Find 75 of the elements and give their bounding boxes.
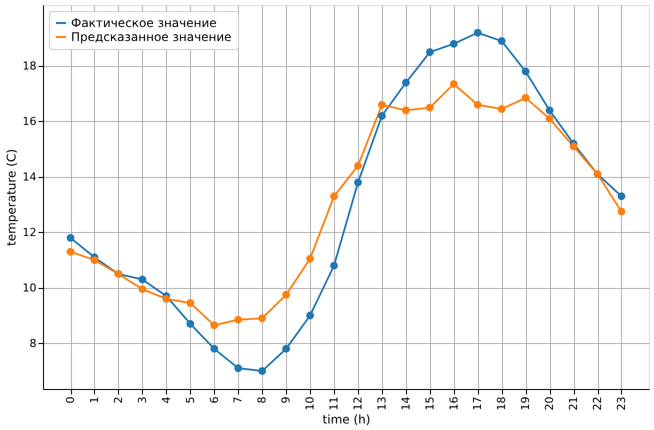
x-tick-label: 10 (304, 396, 317, 410)
point (618, 192, 626, 200)
point (282, 290, 290, 299)
y-tick-label: 14 (22, 170, 36, 184)
point (210, 321, 218, 330)
point (90, 256, 98, 264)
x-tick-label: 7 (232, 396, 245, 404)
point (474, 100, 482, 109)
point (498, 105, 506, 113)
point (162, 295, 170, 303)
legend-label: Фактическое значение (71, 16, 217, 30)
y-tick-label: 16 (22, 114, 36, 128)
point (546, 106, 554, 114)
point (234, 364, 242, 372)
point (570, 142, 578, 150)
x-tick-label: 12 (351, 396, 364, 410)
x-axis-title: time (h) (322, 412, 370, 426)
point (66, 248, 74, 256)
y-tick-label: 12 (22, 226, 36, 239)
point (354, 178, 362, 186)
point (426, 48, 434, 56)
point (138, 285, 146, 294)
point (378, 100, 386, 109)
legend-label: Предсказанное значение (71, 30, 232, 44)
point (258, 367, 266, 375)
point (234, 316, 242, 324)
x-tick-label: 16 (447, 396, 460, 410)
point (474, 28, 482, 37)
point (210, 344, 218, 353)
point (138, 276, 146, 284)
point (306, 312, 314, 320)
point (402, 78, 410, 86)
x-tick-label: 21 (567, 396, 580, 410)
x-tick-label: 0 (64, 396, 78, 404)
x-tick-label: 8 (256, 396, 269, 404)
point (258, 314, 266, 322)
point (450, 40, 458, 48)
point (546, 114, 554, 123)
point (306, 254, 314, 263)
x-tick-label: 17 (471, 396, 484, 410)
x-tick-label: 23 (614, 396, 628, 410)
x-tick-label: 6 (208, 396, 221, 404)
y-tick-label: 10 (22, 281, 36, 294)
point (186, 320, 194, 328)
x-tick-label: 4 (160, 396, 173, 404)
x-tick-label: 9 (280, 396, 293, 404)
x-tick-label: 14 (399, 396, 412, 410)
point (498, 37, 506, 45)
x-tick-label: 2 (112, 396, 125, 404)
point (402, 106, 410, 114)
y-axis-title: temperature (C) (4, 149, 19, 246)
x-tick-label: 22 (591, 396, 604, 410)
point (282, 344, 290, 353)
point (618, 208, 626, 216)
point (378, 112, 386, 120)
x-tick-label: 3 (136, 396, 149, 404)
point (330, 262, 338, 270)
point (522, 68, 530, 76)
x-tick-label: 18 (495, 396, 508, 410)
x-tick-label: 15 (423, 396, 436, 410)
y-tick-label: 8 (30, 336, 36, 350)
x-tick-label: 11 (328, 396, 341, 410)
x-tick-label: 20 (543, 396, 556, 410)
x-tick-label: 5 (184, 396, 197, 404)
x-tick-label: 13 (375, 396, 388, 410)
x-tick-label: 1 (88, 396, 101, 404)
point (66, 234, 74, 242)
point (330, 192, 338, 200)
point (354, 162, 362, 170)
point (450, 80, 458, 88)
y-tick-label: 18 (22, 59, 36, 72)
point (426, 104, 434, 112)
point (186, 299, 194, 307)
point (522, 94, 530, 102)
x-tick-label: 19 (519, 396, 532, 410)
